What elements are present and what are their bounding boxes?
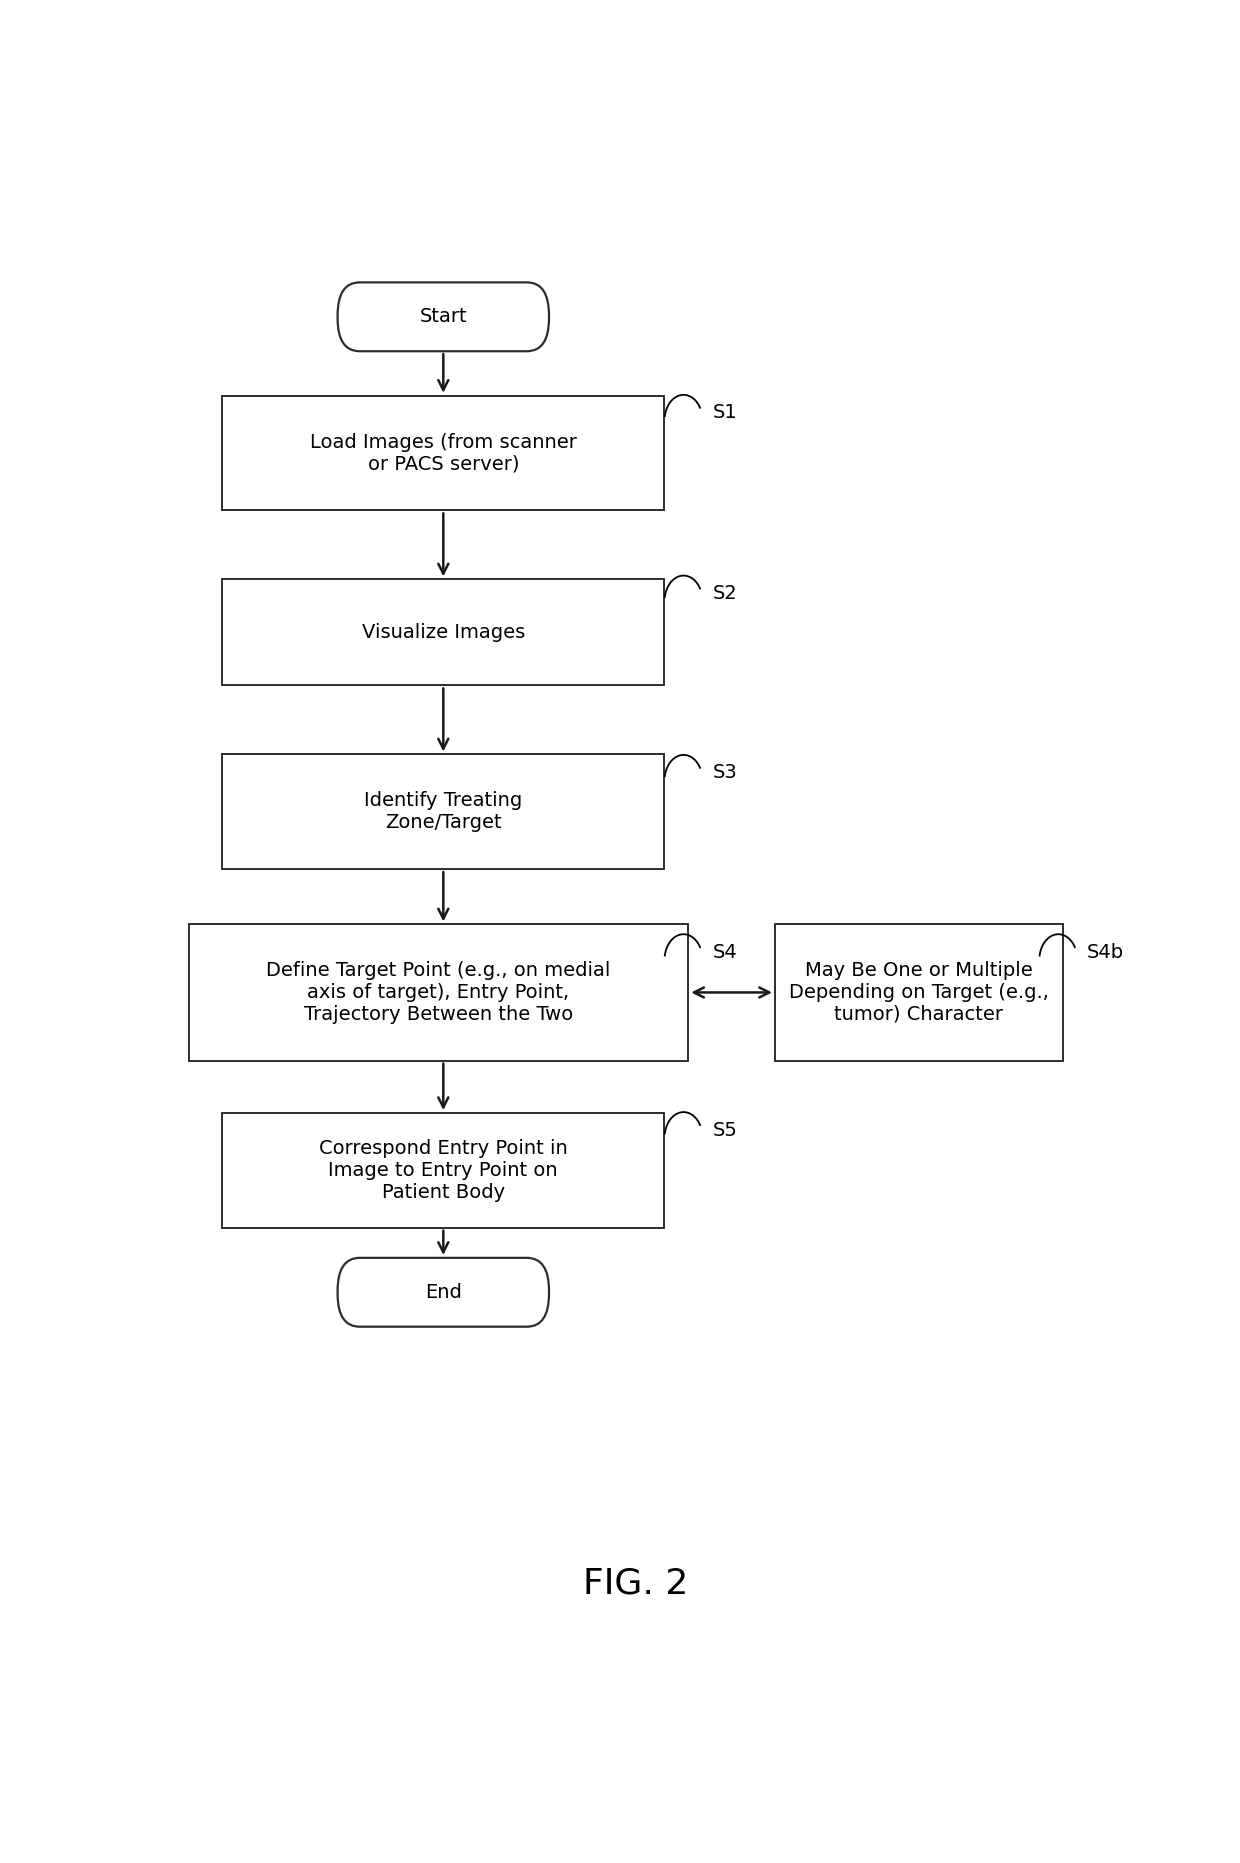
Text: S5: S5 <box>712 1122 738 1140</box>
Bar <box>222 579 665 686</box>
Bar <box>222 755 665 870</box>
Text: Identify Treating
Zone/Target: Identify Treating Zone/Target <box>365 792 522 833</box>
Text: May Be One or Multiple
Depending on Target (e.g.,
tumor) Character: May Be One or Multiple Depending on Targ… <box>789 961 1049 1025</box>
Bar <box>222 1112 665 1228</box>
Text: Start: Start <box>419 307 467 326</box>
Bar <box>775 924 1063 1060</box>
Text: S3: S3 <box>712 764 737 782</box>
Text: S4: S4 <box>712 943 737 961</box>
Text: End: End <box>425 1284 461 1302</box>
Text: Correspond Entry Point in
Image to Entry Point on
Patient Body: Correspond Entry Point in Image to Entry… <box>319 1138 568 1202</box>
Text: S2: S2 <box>712 585 737 604</box>
Text: Visualize Images: Visualize Images <box>362 622 525 643</box>
Text: FIG. 2: FIG. 2 <box>583 1567 688 1600</box>
Text: Load Images (from scanner
or PACS server): Load Images (from scanner or PACS server… <box>310 432 577 473</box>
FancyBboxPatch shape <box>337 1258 549 1326</box>
Bar <box>222 395 665 510</box>
Bar <box>188 924 688 1060</box>
Text: S4b: S4b <box>1087 943 1125 961</box>
FancyBboxPatch shape <box>337 283 549 352</box>
Text: Define Target Point (e.g., on medial
axis of target), Entry Point,
Trajectory Be: Define Target Point (e.g., on medial axi… <box>267 961 610 1025</box>
Text: S1: S1 <box>712 404 737 423</box>
